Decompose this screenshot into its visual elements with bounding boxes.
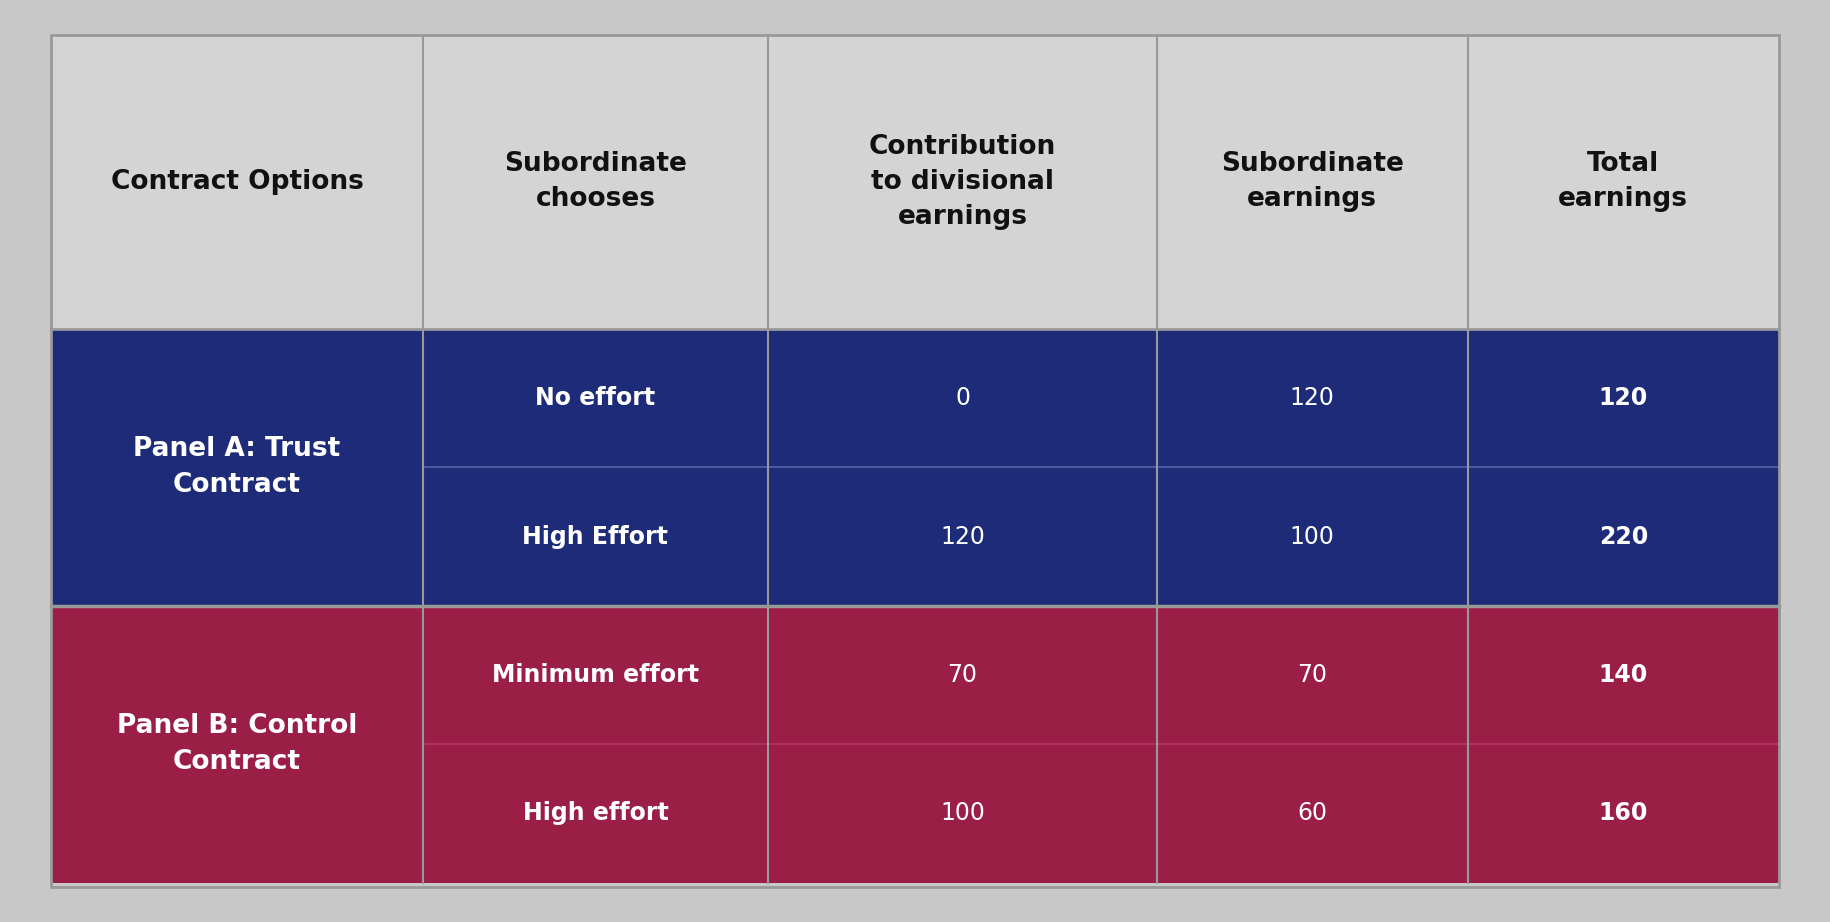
- Text: High effort: High effort: [523, 801, 668, 825]
- Text: Total
earnings: Total earnings: [1559, 151, 1689, 212]
- Text: High Effort: High Effort: [523, 525, 668, 549]
- Text: 0: 0: [955, 386, 970, 410]
- Text: 100: 100: [1290, 525, 1334, 549]
- Text: 70: 70: [948, 663, 977, 687]
- Bar: [51, 606, 1779, 882]
- Bar: [51, 35, 1779, 329]
- Text: 120: 120: [941, 525, 985, 549]
- Text: Panel A: Trust
Contract: Panel A: Trust Contract: [134, 436, 340, 499]
- Text: Contract Options: Contract Options: [110, 169, 364, 195]
- Text: 120: 120: [1290, 386, 1334, 410]
- Text: Minimum effort: Minimum effort: [492, 663, 699, 687]
- Text: 220: 220: [1599, 525, 1647, 549]
- Text: No effort: No effort: [536, 386, 655, 410]
- Text: Panel B: Control
Contract: Panel B: Control Contract: [117, 714, 357, 775]
- Text: 60: 60: [1297, 801, 1327, 825]
- Text: Subordinate
chooses: Subordinate chooses: [503, 151, 686, 212]
- Text: Contribution
to divisional
earnings: Contribution to divisional earnings: [869, 134, 1056, 230]
- Text: 160: 160: [1599, 801, 1649, 825]
- Text: Subordinate
earnings: Subordinate earnings: [1221, 151, 1404, 212]
- Text: 140: 140: [1599, 663, 1647, 687]
- Text: 100: 100: [941, 801, 985, 825]
- Text: 120: 120: [1599, 386, 1647, 410]
- Bar: [51, 329, 1779, 606]
- Text: 70: 70: [1297, 663, 1327, 687]
